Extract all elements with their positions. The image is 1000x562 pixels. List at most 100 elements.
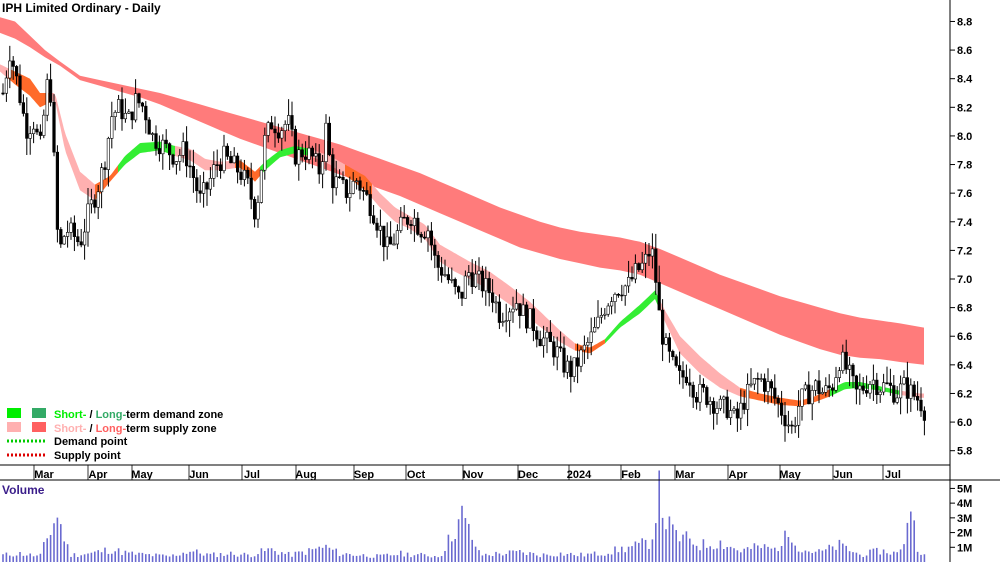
candle-body (762, 378, 767, 392)
candle-body (198, 190, 202, 194)
candle-body (501, 321, 505, 323)
candle-body (674, 356, 678, 366)
candle-body (402, 216, 406, 219)
candle-body (589, 331, 593, 343)
candle-body (898, 383, 903, 399)
candle-body (79, 241, 83, 246)
candle-body (242, 169, 247, 180)
candle-body (86, 203, 90, 233)
candle-body (722, 396, 726, 400)
candle-body (76, 236, 80, 243)
candle-body (314, 153, 318, 157)
candle-body (518, 303, 522, 316)
candle-body (460, 291, 464, 299)
candle-body (497, 301, 502, 323)
short-term-band-segment-16 (830, 382, 900, 397)
candle-body (487, 278, 491, 294)
time-tick-label: Dec (518, 469, 538, 481)
price-tick-label: 6.4 (957, 360, 973, 372)
candle-body (786, 424, 790, 427)
candle-body (446, 274, 451, 281)
candle-body (864, 390, 869, 394)
candle-body (790, 424, 794, 427)
candle-body (246, 169, 250, 179)
price-tick-label: 6.2 (957, 388, 972, 400)
candle-body (603, 313, 607, 316)
candle-body (545, 331, 549, 339)
candle-body (290, 115, 294, 130)
legend-swatch-long-supply (32, 422, 46, 432)
candle-body (433, 244, 437, 256)
candle-body (8, 60, 12, 79)
candle-body (348, 193, 352, 198)
candle-body (728, 410, 733, 418)
candle-body (382, 225, 386, 248)
candle-body (766, 381, 770, 392)
price-tick-label: 6.0 (957, 417, 972, 429)
candle-body (684, 376, 688, 383)
volume-axis: 1M 2M 3M 4M 5M (950, 483, 972, 554)
volume-tick-label: 1M (957, 542, 972, 554)
candle-body (399, 216, 403, 231)
candle-body (303, 156, 308, 160)
legend-item-supply-point: Supply point (54, 450, 121, 462)
candle-body (718, 398, 722, 409)
candle-body (171, 154, 175, 165)
time-tick-label: Feb (621, 469, 641, 481)
candle-body (664, 337, 668, 345)
candle-body (582, 344, 586, 351)
time-tick-label: Jun (833, 469, 853, 481)
candle-body (205, 182, 209, 190)
price-tick-label: 6.6 (957, 331, 972, 343)
candle-body (671, 351, 675, 357)
candle-body (212, 164, 216, 179)
candle-body (650, 248, 654, 257)
price-candles (1, 45, 926, 442)
candle-body (229, 156, 233, 164)
candle-body (395, 230, 400, 245)
candle-body (317, 153, 321, 175)
candle-body (467, 272, 471, 277)
candle-body (820, 392, 824, 395)
price-tick-label: 7.8 (957, 160, 972, 172)
candle-body (31, 128, 36, 134)
candle-body (667, 337, 671, 352)
candle-body (558, 346, 563, 349)
price-tick-label: 8.6 (957, 45, 972, 57)
candle-body (72, 222, 76, 237)
candle-body (137, 93, 141, 104)
candle-body (453, 279, 457, 287)
candle-body (586, 342, 590, 346)
candle-body (371, 215, 376, 224)
candle-body (120, 99, 124, 120)
time-tick-label: Jul (244, 469, 260, 481)
candle-body (654, 248, 658, 283)
candle-body (504, 320, 508, 322)
candle-body (96, 191, 100, 208)
candle-body (286, 115, 291, 125)
candle-body (868, 384, 872, 394)
price-tick-label: 7.6 (957, 188, 972, 200)
candle-body (4, 77, 8, 94)
candle-body (392, 243, 396, 246)
long-term-supply-zone (0, 17, 924, 365)
candle-body (280, 130, 284, 139)
price-axis: 5.8 6.0 6.2 6.4 6.6 6.8 7.0 7.2 7.4 7.6 7.8 8.0 8.2 8… (950, 16, 973, 458)
candle-body (552, 341, 556, 358)
candle-body (657, 282, 661, 311)
candle-body (365, 190, 369, 195)
candle-body (429, 230, 434, 246)
candle-body (640, 262, 644, 271)
candle-body (368, 194, 372, 216)
candle-body (773, 387, 777, 399)
candle-body (89, 199, 93, 205)
candle-body (779, 402, 784, 416)
candle-body (643, 253, 648, 264)
candle-body (127, 111, 131, 114)
candle-body (647, 253, 651, 257)
candle-body (361, 190, 366, 192)
candle-body (531, 308, 535, 331)
candle-body (596, 316, 600, 328)
candle-body (637, 263, 641, 271)
